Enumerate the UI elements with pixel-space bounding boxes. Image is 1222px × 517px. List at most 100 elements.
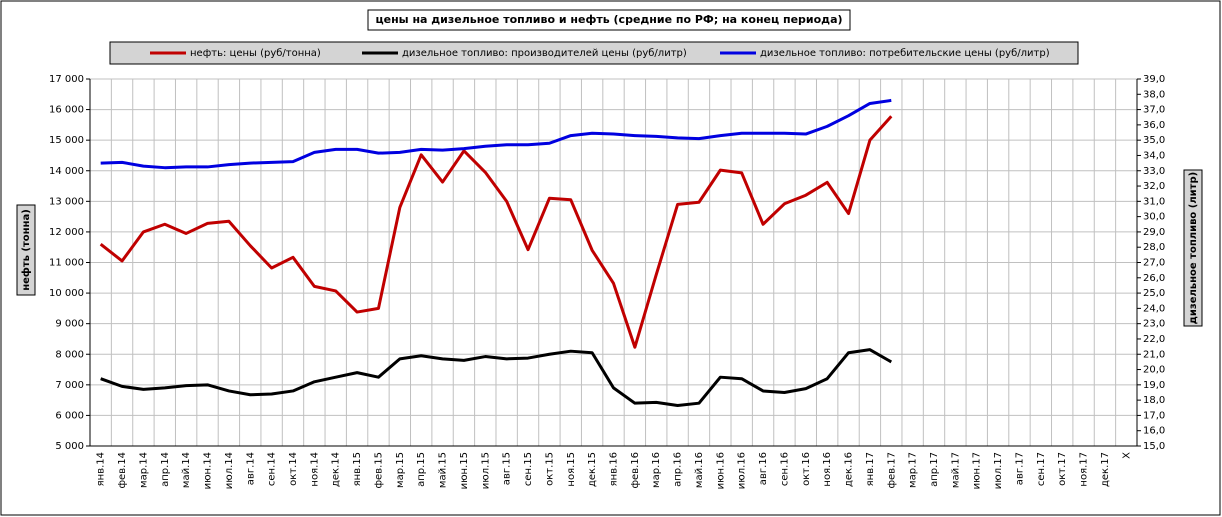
y2-tick-label: 33,0: [1143, 166, 1165, 177]
x-tick-label: янв.14: [96, 452, 107, 486]
x-tick-label: окт.17: [1057, 452, 1068, 486]
x-tick-label: фев.15: [373, 452, 384, 489]
y2-tick-label: 15,0: [1143, 441, 1165, 452]
x-tick-label: апр.16: [673, 452, 684, 487]
x-tick-label: сен.14: [267, 452, 278, 486]
y2-label-box: [1183, 169, 1203, 327]
y2-tick-label: 28,0: [1143, 242, 1165, 253]
x-tick-label: фев.14: [117, 452, 128, 489]
series-line: [99, 115, 893, 349]
x-tick-label: фев.17: [886, 452, 897, 489]
x-tick-label: июл.14: [224, 452, 235, 489]
x-tick-label: июл.17: [993, 452, 1004, 489]
x-tick-label: мар.15: [395, 452, 406, 488]
y-tick-label: 5 000: [55, 441, 84, 452]
y-tick-label: 11 000: [49, 258, 84, 269]
x-tick-label: янв.15: [352, 452, 363, 486]
y2-tick-label: 17,0: [1143, 410, 1165, 421]
series-line: [100, 348, 893, 407]
y2-tick-label: 37,0: [1143, 105, 1165, 116]
x-tick-label: авг.14: [245, 452, 256, 485]
y-tick-label: 17 000: [49, 74, 84, 85]
x-tick-label: дек.17: [1100, 452, 1111, 487]
y-tick-label: 10 000: [49, 288, 84, 299]
y-tick-label: 6 000: [55, 410, 84, 421]
x-tick-label: май.16: [694, 452, 705, 488]
x-tick-label: май.17: [950, 452, 961, 488]
x-tick-label: май.15: [438, 452, 449, 488]
title-box: [367, 9, 851, 31]
chart-title: цены на дизельное топливо и нефть (средн…: [375, 13, 842, 26]
x-tick-label: июн.15: [459, 452, 470, 489]
x-tick-label: мар.14: [138, 452, 149, 488]
y-tick-label: 7 000: [55, 380, 84, 391]
legend-label: нефть: цены (руб/тонна): [190, 48, 321, 59]
x-tick-label: сен.16: [779, 452, 790, 486]
y2-tick-label: 19,0: [1143, 380, 1165, 391]
y-label-box: [16, 204, 36, 296]
x-tick-label: окт.15: [544, 452, 555, 486]
y2-tick-label: 34,0: [1143, 150, 1165, 161]
x-tick-label: авг.17: [1014, 452, 1025, 485]
y-tick-label: 13 000: [49, 196, 84, 207]
x-tick-label: фев.16: [630, 452, 641, 489]
x-tick-label: дек.16: [844, 452, 855, 487]
x-tick-label: X: [1121, 452, 1132, 459]
y-tick-label: 9 000: [55, 319, 84, 330]
x-tick-label: дек.15: [587, 452, 598, 487]
x-tick-label: мар.16: [651, 452, 662, 488]
x-tick-label: авг.15: [502, 452, 513, 485]
y2-tick-label: 18,0: [1143, 395, 1165, 406]
x-tick-label: апр.17: [929, 452, 940, 487]
x-tick-label: окт.16: [801, 452, 812, 486]
x-tick-label: апр.14: [160, 452, 171, 487]
y-tick-label: 14 000: [49, 166, 84, 177]
x-tick-label: июн.16: [715, 452, 726, 489]
legend-label: дизельное топливо: потребительские цены …: [760, 48, 1050, 59]
x-tick-label: окт.14: [288, 452, 299, 486]
y2-tick-label: 31,0: [1143, 196, 1165, 207]
y2-tick-label: 26,0: [1143, 273, 1165, 284]
y2-tick-label: 22,0: [1143, 334, 1165, 345]
x-tick-label: ноя.17: [1079, 452, 1090, 487]
y2-tick-label: 25,0: [1143, 288, 1165, 299]
x-tick-label: июл.15: [480, 452, 491, 489]
x-tick-label: сен.17: [1036, 452, 1047, 486]
x-tick-label: сен.15: [523, 452, 534, 486]
x-tick-label: янв.17: [865, 452, 876, 486]
y-tick-label: 15 000: [49, 135, 84, 146]
y2-tick-label: 27,0: [1143, 258, 1165, 269]
y2-axis-label: дизельное топливо (литр): [1188, 172, 1199, 324]
legend-box: [109, 41, 1079, 65]
y2-tick-label: 36,0: [1143, 120, 1165, 131]
x-tick-label: май.14: [181, 452, 192, 488]
y-tick-label: 12 000: [49, 227, 84, 238]
y2-tick-label: 20,0: [1143, 365, 1165, 376]
y2-tick-label: 39,0: [1143, 74, 1165, 85]
y2-tick-label: 30,0: [1143, 212, 1165, 223]
y-tick-label: 8 000: [55, 349, 84, 360]
y-tick-label: 16 000: [49, 105, 84, 116]
x-tick-label: июн.14: [203, 452, 214, 489]
x-tick-label: ноя.14: [309, 452, 320, 487]
y2-tick-label: 23,0: [1143, 319, 1165, 330]
legend-label: дизельное топливо: производителей цены (…: [402, 48, 687, 59]
y-axis-label: нефть (тонна): [20, 209, 32, 291]
x-tick-label: авг.16: [758, 452, 769, 485]
x-tick-label: ноя.15: [566, 452, 577, 487]
y2-tick-label: 32,0: [1143, 181, 1165, 192]
x-tick-label: июл.16: [737, 452, 748, 489]
x-tick-label: янв.16: [609, 452, 620, 486]
x-tick-label: ноя.16: [822, 452, 833, 487]
x-tick-label: мар.17: [908, 452, 919, 488]
x-tick-label: июн.17: [972, 452, 983, 489]
y2-tick-label: 16,0: [1143, 426, 1165, 437]
x-tick-label: дек.14: [331, 452, 342, 487]
y2-tick-label: 21,0: [1143, 349, 1165, 360]
y2-tick-label: 24,0: [1143, 303, 1165, 314]
y2-tick-label: 29,0: [1143, 227, 1165, 238]
y2-tick-label: 38,0: [1143, 89, 1165, 100]
y2-tick-label: 35,0: [1143, 135, 1165, 146]
x-tick-label: апр.15: [416, 452, 427, 487]
